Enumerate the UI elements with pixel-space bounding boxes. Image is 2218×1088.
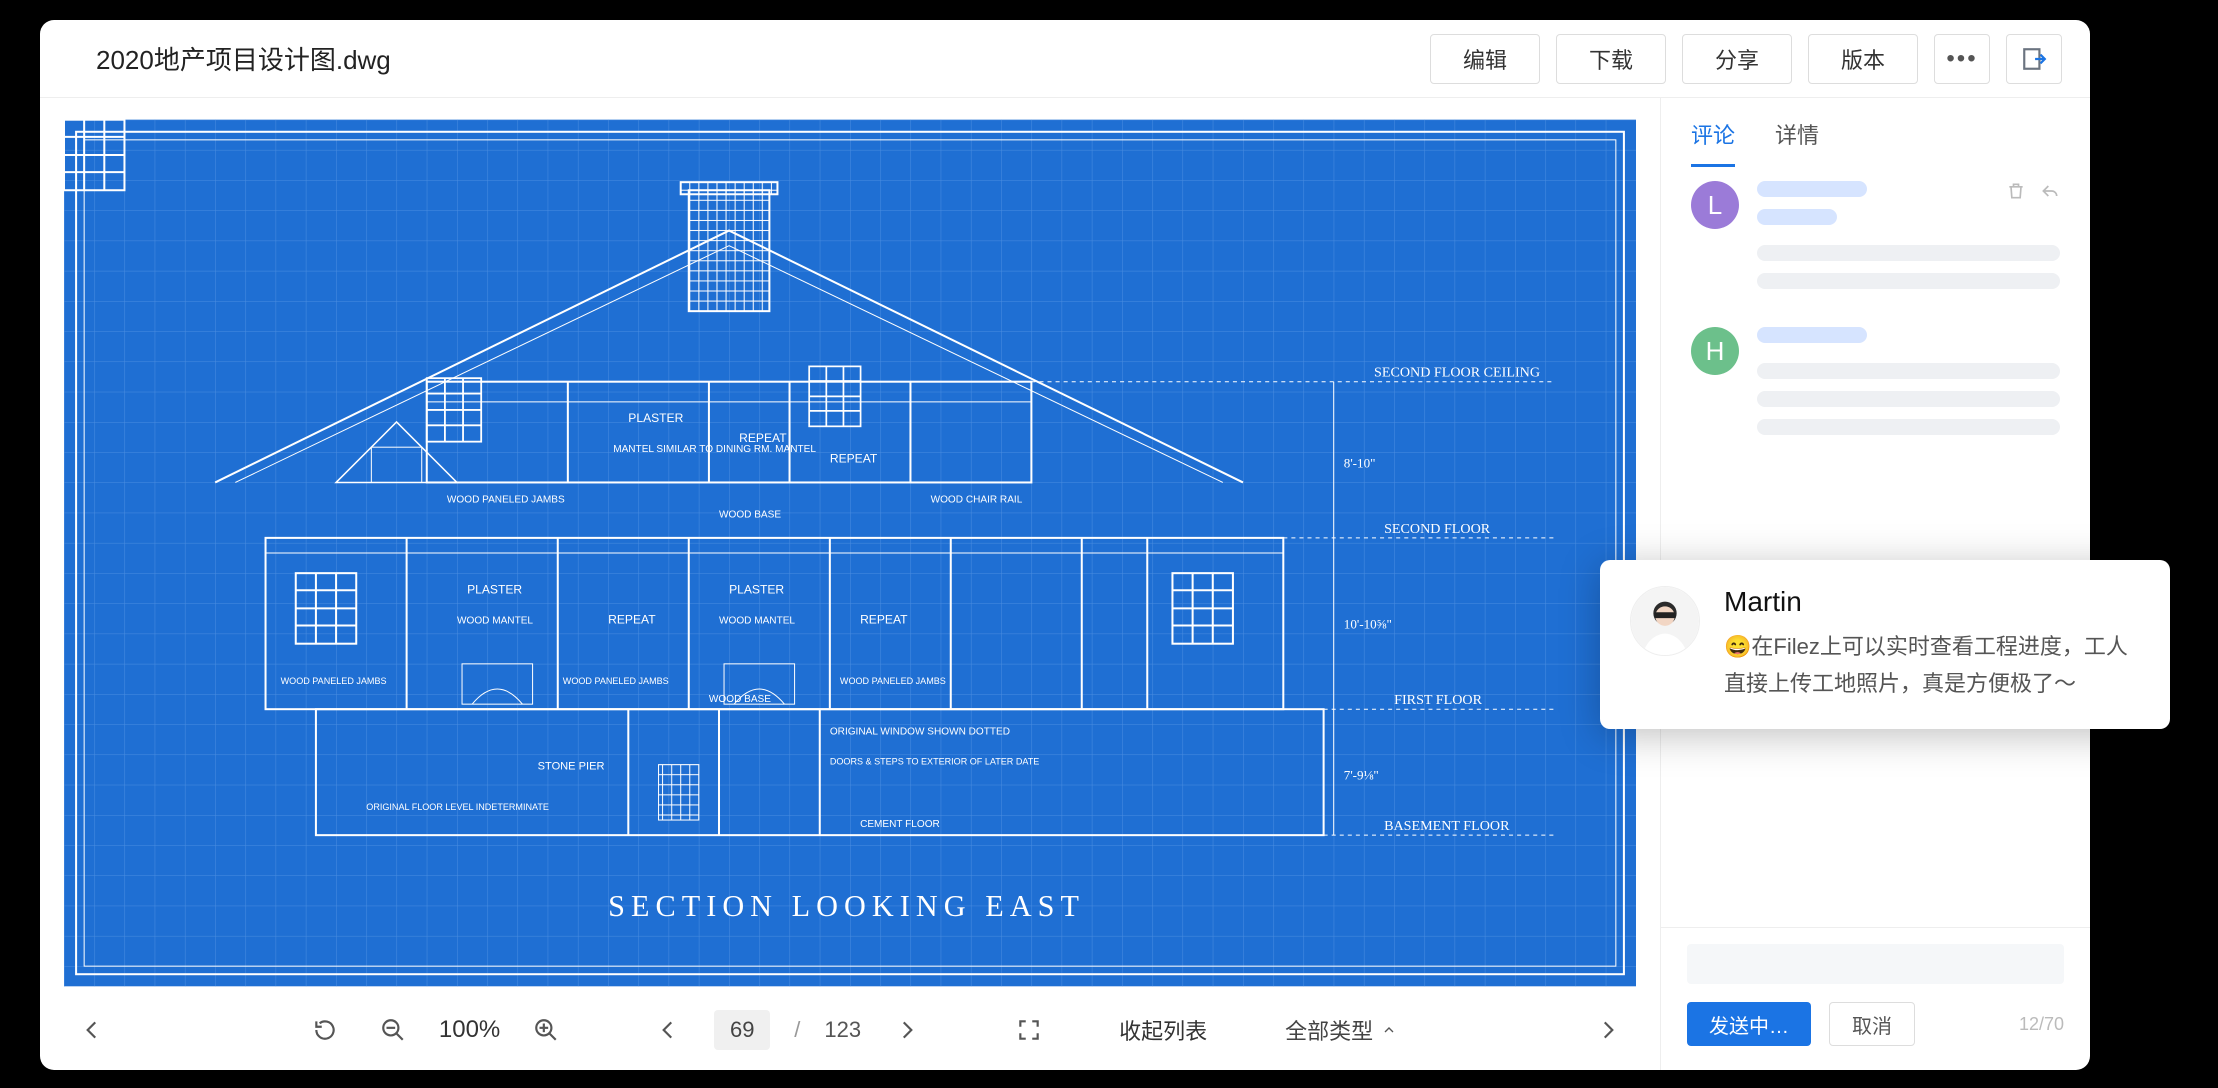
note: ORIGINAL WINDOW SHOWN DOTTED [830,726,1010,737]
avatar: H [1691,327,1739,375]
zoom-out-icon [380,1017,406,1043]
page-next-button[interactable] [885,1008,929,1052]
char-counter: 12/70 [2019,1014,2064,1035]
tab-comments[interactable]: 评论 [1691,118,1735,167]
delete-icon[interactable] [2006,181,2026,206]
callout-text: 😄在Filez上可以实时查看工程进度，工人直接上传工地照片，真是方便极了～ [1724,628,2140,703]
comment-input[interactable] [1687,944,2064,984]
reply-icon[interactable] [2040,181,2060,206]
canvas-wrap: SECOND FLOOR CEILING SECOND FLOOR [40,98,1660,990]
note: WOOD MANTEL [457,616,533,627]
blueprint-canvas[interactable]: SECOND FLOOR CEILING SECOND FLOOR [64,116,1636,990]
fullscreen-icon [1016,1017,1042,1043]
note: MANTEL SIMILAR TO DINING RM. MANTEL [613,444,816,455]
more-icon: ••• [1946,45,1977,73]
compose-area: 发送中… 取消 12/70 [1661,927,2090,1070]
note: WOOD BASE [709,694,771,705]
note: WOOD PANELED JAMBS [563,676,669,686]
type-filter-label: 全部类型 [1285,1014,1373,1046]
share-button[interactable]: 分享 [1682,34,1792,84]
blueprint-title: SECTION LOOKING EAST [608,889,1085,923]
note: PLASTER [628,411,683,425]
note: ORIGINAL FLOOR LEVEL INDETERMINATE [366,802,549,812]
topbar: 2020地产项目设计图.dwg 编辑 下载 分享 版本 ••• [40,20,2090,98]
comment-item[interactable]: L [1691,181,2060,301]
label-second-ceiling: SECOND FLOOR CEILING [1374,365,1540,381]
file-title: 2020地产项目设计图.dwg [96,40,1414,77]
emoji-icon: 😄 [1724,634,1751,659]
prev-file-button[interactable] [70,1008,114,1052]
note: WOOD CHAIR RAIL [931,495,1023,506]
collapse-list-button[interactable]: 收起列表 [1119,1014,1207,1046]
zoom-in-button[interactable] [524,1008,568,1052]
edit-button[interactable]: 编辑 [1430,34,1540,84]
label-basement-floor: BASEMENT FLOOR [1384,818,1510,834]
rotate-button[interactable] [303,1008,347,1052]
note: REPEAT [830,451,878,465]
zoom-in-icon [533,1017,559,1043]
version-button[interactable]: 版本 [1808,34,1918,84]
download-button[interactable]: 下载 [1556,34,1666,84]
chevron-left-icon [79,1017,105,1043]
side-tabs: 评论 详情 [1661,98,2090,167]
chevron-up-icon [1381,1022,1397,1038]
comment-body [1757,327,2060,447]
note: WOOD PANELED JAMBS [447,495,565,506]
note: REPEAT [860,613,908,627]
callout-text-body: 在Filez上可以实时查看工程进度，工人直接上传工地照片，真是方便极了～ [1724,634,2128,696]
rotate-icon [312,1017,338,1043]
type-filter-dropdown[interactable]: 全部类型 [1285,1014,1397,1046]
fullscreen-button[interactable] [1007,1008,1051,1052]
dim-upper: 8'-10" [1344,455,1376,470]
zoom-level: 100% [439,1016,500,1044]
viewer-pane: SECOND FLOOR CEILING SECOND FLOOR [40,98,1660,1070]
footer-toolbar: 100% 69 / 123 收起列表 [40,990,1660,1070]
note: WOOD MANTEL [719,616,795,627]
page-total: 123 [824,1017,861,1043]
callout-content: Martin 😄在Filez上可以实时查看工程进度，工人直接上传工地照片，真是方… [1724,586,2140,703]
tab-details[interactable]: 详情 [1775,118,1819,167]
note: REPEAT [739,431,787,445]
note: PLASTER [467,582,522,596]
app-window: 2020地产项目设计图.dwg 编辑 下载 分享 版本 ••• [40,20,2090,1070]
more-button[interactable]: ••• [1934,34,1990,84]
exit-icon [2021,46,2047,72]
cancel-button[interactable]: 取消 [1829,1002,1915,1046]
comment-callout: Martin 😄在Filez上可以实时查看工程进度，工人直接上传工地照片，真是方… [1600,560,2170,729]
label-first-floor: FIRST FLOOR [1394,692,1482,708]
dim-lower: 7'-9⅛" [1344,768,1379,783]
page-separator: / [794,1017,800,1043]
comment-item[interactable]: H [1691,327,2060,447]
next-file-button[interactable] [1586,1008,1630,1052]
comment-list: L [1661,167,2090,927]
chevron-right-icon [894,1017,920,1043]
note: WOOD PANELED JAMBS [281,676,387,686]
exit-button[interactable] [2006,34,2062,84]
page-prev-button[interactable] [646,1008,690,1052]
note: CEMENT FLOOR [860,819,940,830]
label-second-floor: SECOND FLOOR [1384,521,1491,537]
zoom-out-button[interactable] [371,1008,415,1052]
note: WOOD PANELED JAMBS [840,676,946,686]
avatar: L [1691,181,1739,229]
chevron-left-icon [655,1017,681,1043]
chevron-right-icon [1595,1017,1621,1043]
send-button[interactable]: 发送中… [1687,1002,1811,1046]
callout-avatar [1630,586,1700,656]
note: STONE PIER [538,761,605,773]
comment-actions [2006,181,2060,206]
note: PLASTER [729,582,784,596]
page-current[interactable]: 69 [714,1010,770,1050]
dim-mid: 10'-10⅝" [1344,617,1392,632]
note: REPEAT [608,613,656,627]
note: DOORS & STEPS TO EXTERIOR OF LATER DATE [830,757,1039,767]
callout-name: Martin [1724,586,2140,618]
note: WOOD BASE [719,510,781,521]
